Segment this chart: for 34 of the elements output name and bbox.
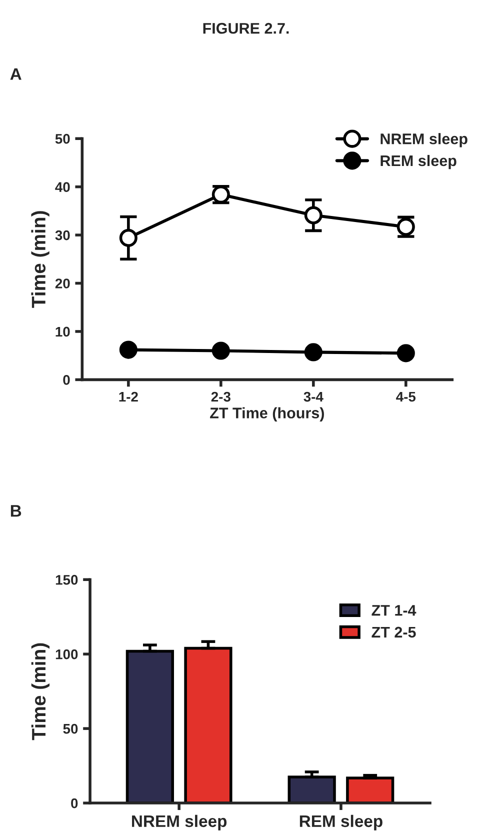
y-tick-label: 50: [63, 724, 78, 734]
legend-label: ZT 2-5: [372, 626, 416, 638]
legend-label: ZT 1-4: [372, 605, 416, 616]
y-tick-label: 40: [55, 182, 70, 192]
point: [119, 228, 138, 247]
x-tick-label: 2-3: [211, 392, 230, 402]
y-axis-title: Time (min): [31, 643, 50, 740]
bar: [126, 650, 174, 804]
y-axis-title: Time (min): [31, 211, 50, 308]
point: [304, 343, 322, 362]
x-axis-title: ZT Time (hours): [210, 407, 324, 422]
y-tick-label: 0: [71, 798, 78, 808]
legend-label: NREM sleep: [380, 133, 468, 148]
bar: [288, 776, 336, 804]
y-tick-label: 0: [63, 375, 70, 385]
bar: [184, 646, 232, 804]
bar: [346, 776, 394, 804]
chart-title: FIGURE 2.7.: [203, 22, 289, 34]
text: B: [10, 505, 22, 517]
point: [212, 342, 230, 360]
y-tick-label: 150: [56, 574, 78, 585]
text: A: [10, 68, 22, 80]
y-tick-label: 20: [55, 278, 70, 288]
x-tick-label: 1-2: [119, 392, 138, 402]
point: [119, 340, 138, 359]
y-tick-label: 50: [55, 134, 70, 144]
x-tick-label: 4-5: [396, 392, 416, 402]
legend-label: REM sleep: [380, 154, 456, 170]
y-tick-label: 100: [56, 649, 78, 660]
point: [304, 206, 322, 224]
x-tick-label: 3-4: [304, 392, 324, 402]
point: [396, 344, 415, 362]
y-tick-label: 10: [56, 326, 70, 337]
y-tick-label: 30: [55, 230, 70, 240]
